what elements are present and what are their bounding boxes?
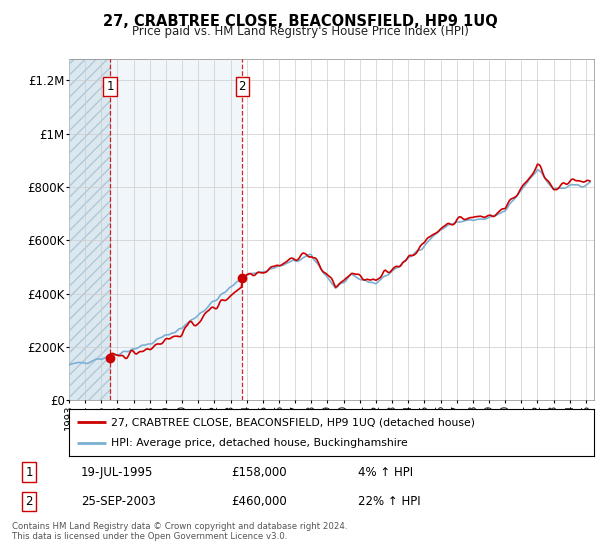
Text: 25-SEP-2003: 25-SEP-2003 [81,495,156,508]
Text: 22% ↑ HPI: 22% ↑ HPI [358,495,420,508]
Bar [69,59,110,400]
Text: 1: 1 [26,465,33,479]
Text: 4% ↑ HPI: 4% ↑ HPI [358,465,413,479]
Text: £460,000: £460,000 [231,495,287,508]
Text: 1: 1 [106,80,114,94]
Text: £158,000: £158,000 [231,465,287,479]
Text: 27, CRABTREE CLOSE, BEACONSFIELD, HP9 1UQ: 27, CRABTREE CLOSE, BEACONSFIELD, HP9 1U… [103,14,497,29]
Text: Price paid vs. HM Land Registry's House Price Index (HPI): Price paid vs. HM Land Registry's House … [131,25,469,38]
Text: 19-JUL-1995: 19-JUL-1995 [81,465,154,479]
Text: 27, CRABTREE CLOSE, BEACONSFIELD, HP9 1UQ (detached house): 27, CRABTREE CLOSE, BEACONSFIELD, HP9 1U… [111,417,475,427]
Text: Contains HM Land Registry data © Crown copyright and database right 2024.
This d: Contains HM Land Registry data © Crown c… [12,522,347,542]
Bar [69,59,110,400]
Bar [110,59,242,400]
Text: 2: 2 [26,495,33,508]
Text: 2: 2 [239,80,246,94]
Text: HPI: Average price, detached house, Buckinghamshire: HPI: Average price, detached house, Buck… [111,438,408,448]
